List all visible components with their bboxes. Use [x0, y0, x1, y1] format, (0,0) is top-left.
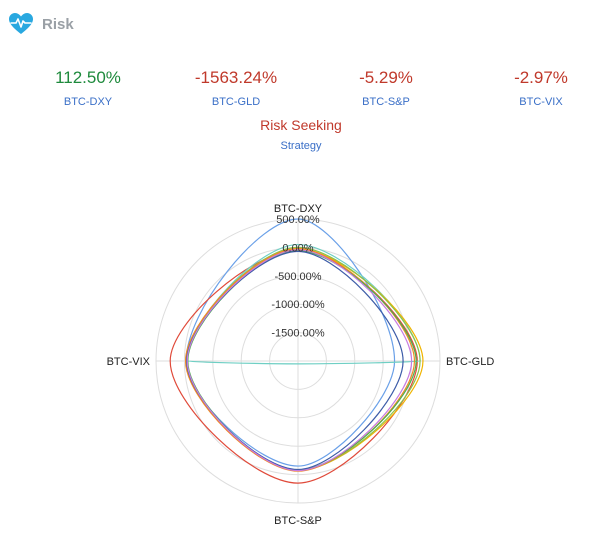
- metric-label: BTC-DXY: [63, 96, 113, 108]
- radial-tick-label: 0.00%: [282, 242, 313, 254]
- strategy-label: Strategy: [280, 140, 322, 152]
- series-line: [169, 249, 418, 484]
- series-line: [186, 249, 413, 472]
- metric-label: BTC-VIX: [519, 96, 563, 108]
- radial-tick-label: -500.00%: [274, 271, 321, 283]
- strategy-value: Risk Seeking: [260, 117, 342, 133]
- metric-btc-dxy: 112.50% BTC-DXY: [18, 68, 158, 108]
- metric-btc-sp: -5.29% BTC-S&P: [316, 68, 456, 108]
- metric-value: -2.97%: [514, 68, 568, 87]
- radial-tick-label: -1500.00%: [271, 328, 324, 340]
- radial-tick-label: -1000.00%: [271, 299, 324, 311]
- metric-value: -5.29%: [359, 68, 413, 87]
- header: Risk: [8, 12, 74, 36]
- radial-tick-label: 500.00%: [276, 214, 320, 226]
- page-title: Risk: [42, 15, 74, 33]
- metric-value: -1563.24%: [194, 68, 278, 87]
- metric-label: BTC-S&P: [362, 96, 410, 108]
- metric-label: BTC-GLD: [211, 96, 261, 108]
- metric-btc-gld: -1563.24% BTC-GLD: [166, 68, 306, 108]
- axis-label: BTC-DXY: [274, 203, 323, 215]
- axis-label: BTC-GLD: [446, 356, 494, 368]
- heart-pulse-icon: [9, 13, 33, 34]
- axis-label: BTC-S&P: [274, 515, 322, 527]
- metrics-row: 112.50% BTC-DXY -1563.24% BTC-GLD -5.29%…: [0, 68, 602, 118]
- metric-btc-vix: -2.97% BTC-VIX: [471, 68, 602, 108]
- metric-value: 112.50%: [55, 68, 121, 87]
- series-line: [185, 218, 396, 467]
- strategy-block: Risk Seeking Strategy: [0, 116, 602, 152]
- axis-label: BTC-VIX: [107, 356, 151, 368]
